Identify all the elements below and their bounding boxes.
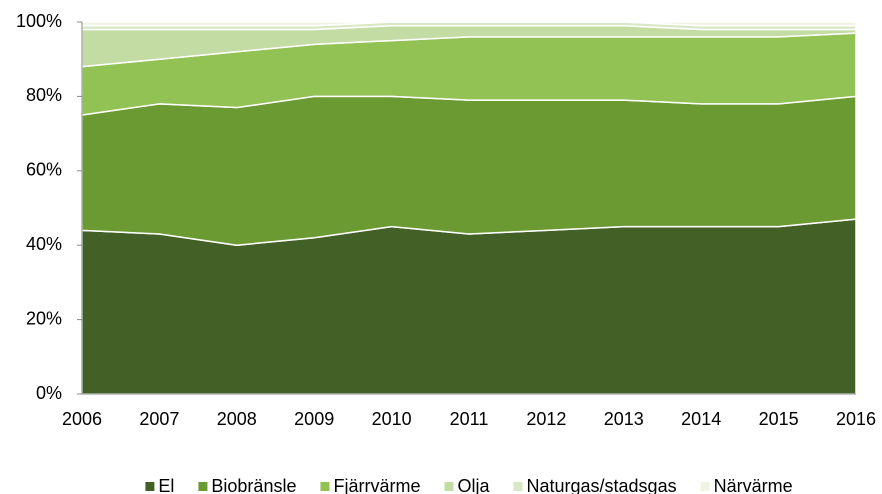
area (81, 95, 857, 246)
x-tick-label: 2014 (681, 409, 721, 429)
legend-swatch (145, 482, 155, 491)
x-tick-label: 2015 (759, 409, 799, 429)
legend-label: Fjärrvärme (333, 476, 420, 494)
x-tick-label: 2007 (139, 409, 179, 429)
legend-label: Biobränsle (211, 476, 296, 494)
x-tick-label: 2008 (217, 409, 257, 429)
legend-swatch (513, 482, 523, 491)
y-tick-label: 40% (26, 234, 62, 254)
legend-label: Olja (457, 476, 490, 494)
x-tick-label: 2016 (836, 409, 876, 429)
legend-swatch (198, 482, 208, 491)
y-tick-label: 0% (36, 383, 62, 403)
area (81, 21, 857, 27)
legend-label: Närvärme (714, 476, 793, 494)
y-tick-label: 20% (26, 308, 62, 328)
legend-label: Naturgas/stadsgas (527, 476, 677, 494)
legend-swatch (444, 482, 454, 491)
y-tick-label: 60% (26, 160, 62, 180)
legend-swatch (700, 482, 710, 491)
x-tick-label: 2006 (62, 409, 102, 429)
x-tick-label: 2011 (450, 409, 489, 429)
x-tick-label: 2013 (604, 409, 644, 429)
x-tick-label: 2010 (372, 409, 412, 429)
x-tick-label: 2012 (526, 409, 566, 429)
y-tick-label: 100% (16, 11, 62, 31)
y-tick-label: 80% (26, 85, 62, 105)
area (81, 218, 857, 395)
x-tick-label: 2009 (294, 409, 334, 429)
legend-swatch (320, 482, 330, 491)
legend-label: El (158, 476, 174, 494)
